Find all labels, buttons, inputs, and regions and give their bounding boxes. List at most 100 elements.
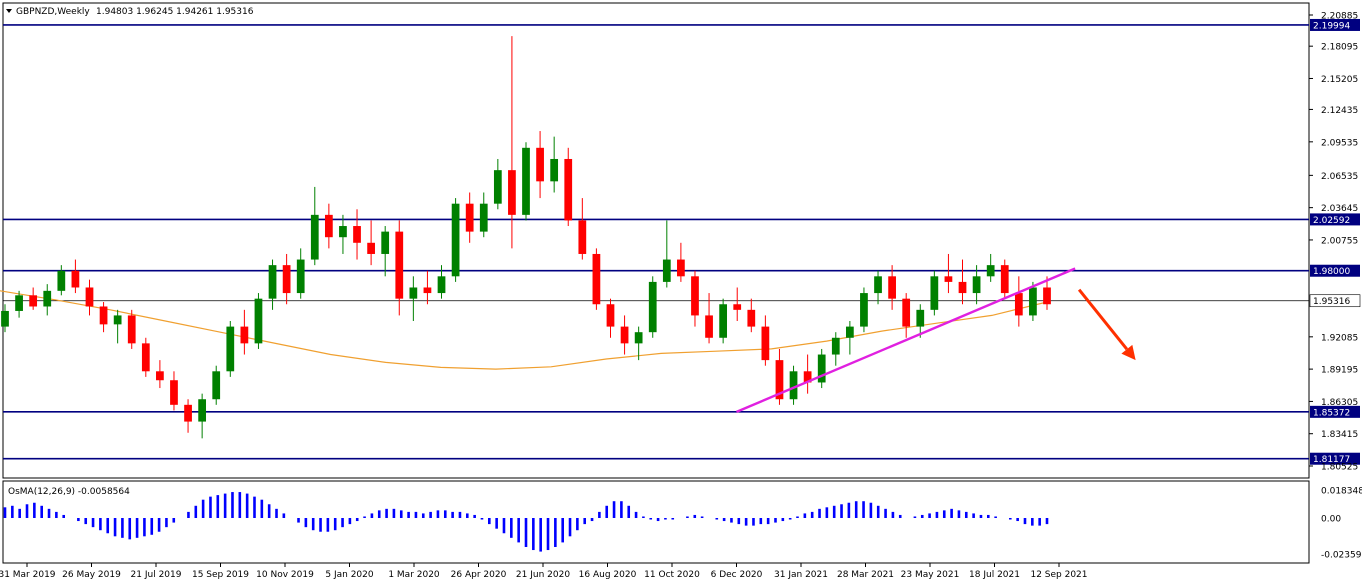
candle-body xyxy=(353,226,361,243)
level-price-tag-4 xyxy=(1310,452,1360,465)
price-tick-label: 1.83415 xyxy=(1321,430,1358,440)
level-price-label-2: 1.98000 xyxy=(1313,267,1350,277)
candle-body xyxy=(564,158,573,221)
candle-body xyxy=(677,259,685,277)
candle-body xyxy=(733,304,742,310)
level-price-tag-2 xyxy=(1310,264,1360,277)
candle-body xyxy=(1014,293,1023,316)
osma-axis: 0.0183481 0.00 -0.0235924 xyxy=(1321,486,1362,560)
main-pane-frame xyxy=(2,2,1310,479)
forecast-arrow[interactable] xyxy=(1077,288,1136,361)
candle-body xyxy=(691,276,699,316)
price-tick-label: 2.15205 xyxy=(1321,75,1358,85)
candle-body xyxy=(831,337,840,355)
time-tick-label: 18 Jul 2021 xyxy=(969,570,1020,580)
candle-body xyxy=(324,214,333,238)
candle-body xyxy=(860,293,868,327)
price-tick-label: 2.03645 xyxy=(1321,204,1358,214)
time-tick-label: 21 Jul 2019 xyxy=(131,570,182,580)
candle-body xyxy=(662,259,671,282)
candle-body xyxy=(367,242,375,254)
candle-body xyxy=(508,170,516,215)
level-price-tag-0 xyxy=(1310,18,1360,31)
level-price-tag-1 xyxy=(1310,213,1360,226)
candle-body xyxy=(1,310,9,327)
trendline[interactable] xyxy=(736,267,1076,413)
candle-body xyxy=(747,309,756,327)
price-tick-label: 1.86305 xyxy=(1321,398,1358,408)
candle-body xyxy=(705,315,713,338)
price-tick-label: 1.92085 xyxy=(1321,333,1358,343)
candle-body xyxy=(282,265,291,294)
candle-body xyxy=(944,276,953,282)
candle-body xyxy=(113,315,122,325)
chart-symbol-title: GBPNZD,Weekly xyxy=(16,7,90,17)
time-tick-label: 6 Dec 2020 xyxy=(711,570,763,580)
candle-body xyxy=(648,281,657,333)
candle-body xyxy=(310,214,319,260)
time-tick-label: 28 Mar 2021 xyxy=(837,570,894,580)
candle-body xyxy=(1043,287,1051,305)
time-tick-label: 31 Mar 2019 xyxy=(0,570,56,580)
time-tick-label: 12 Sep 2021 xyxy=(1030,570,1087,580)
osma-histogram xyxy=(3,492,1049,552)
level-price-label-4: 1.81177 xyxy=(1313,455,1350,465)
candle-body xyxy=(916,309,925,327)
candle-body xyxy=(803,371,812,383)
candle-body xyxy=(606,304,615,327)
forecast-arrow-head[interactable] xyxy=(1121,344,1136,361)
time-tick-label: 16 Aug 2020 xyxy=(579,570,637,580)
indicator-pane-frame xyxy=(2,480,1310,564)
osma-tick-label: 0.0183481 xyxy=(1321,486,1362,496)
time-tick-label: 15 Sep 2019 xyxy=(192,570,249,580)
candle-body xyxy=(184,404,192,422)
candle-body xyxy=(170,380,178,405)
time-axis[interactable]: 31 Mar 2019 26 May 2019 21 Jul 2019 15 Sep … xyxy=(0,563,1088,580)
candle-body xyxy=(761,326,770,361)
candle-body xyxy=(550,158,559,182)
time-tick-label: 10 Nov 2019 xyxy=(256,570,314,580)
forecast-arrow-shaft[interactable] xyxy=(1077,288,1129,351)
time-tick-label: 23 May 2021 xyxy=(901,570,960,580)
price-tick-label: 2.00755 xyxy=(1321,236,1358,246)
candle-body xyxy=(1000,265,1009,294)
candle-body xyxy=(972,276,981,294)
price-tick-label: 2.20885 xyxy=(1321,12,1358,22)
chart-menu-triangle-icon[interactable] xyxy=(6,9,12,13)
candle-body xyxy=(296,259,305,294)
candle-body xyxy=(775,360,784,400)
candle-body xyxy=(381,231,390,254)
candle-body xyxy=(719,304,728,338)
level-price-tag-3 xyxy=(1310,405,1360,418)
candle-body xyxy=(71,270,80,288)
chart-ohlc-values: 1.94803 1.96245 1.94261 1.95316 xyxy=(96,7,254,17)
time-tick-label: 5 Jan 2020 xyxy=(325,570,373,580)
candle-body xyxy=(99,306,108,325)
time-tick-label: 26 Apr 2020 xyxy=(451,570,507,580)
time-tick-label: 26 May 2019 xyxy=(62,570,121,580)
candle-body xyxy=(127,315,136,344)
trendline-segment[interactable] xyxy=(736,267,1076,413)
time-tick-label: 1 Mar 2020 xyxy=(388,570,440,580)
candle-body xyxy=(395,231,404,299)
candle-body xyxy=(1029,287,1037,316)
candle-body xyxy=(43,290,52,307)
candle-body xyxy=(634,332,643,344)
current-price-tag xyxy=(1309,294,1361,308)
price-tick-label: 2.09535 xyxy=(1321,138,1358,148)
horizontal-levels[interactable]: 2.19994 2.02592 1.98000 1.85372 1.81177 1.953… xyxy=(3,18,1361,465)
level-price-label-0: 2.19994 xyxy=(1313,21,1350,31)
candle-body xyxy=(141,343,150,372)
candle-body xyxy=(198,399,207,422)
price-tick-label: 1.89195 xyxy=(1321,366,1358,376)
price-tick-label: 1.80525 xyxy=(1321,463,1358,473)
candle-body xyxy=(592,253,601,305)
candle-body xyxy=(409,287,418,299)
price-axis[interactable]: 2.20885 2.18095 2.15205 2.12435 2.09535 2.065… xyxy=(1309,12,1358,473)
candle-body xyxy=(620,326,629,344)
candle-body xyxy=(339,226,347,238)
price-tick-label: 2.06535 xyxy=(1321,172,1358,182)
candle-body xyxy=(930,276,939,310)
osma-tick-label: -0.0235924 xyxy=(1321,551,1362,561)
